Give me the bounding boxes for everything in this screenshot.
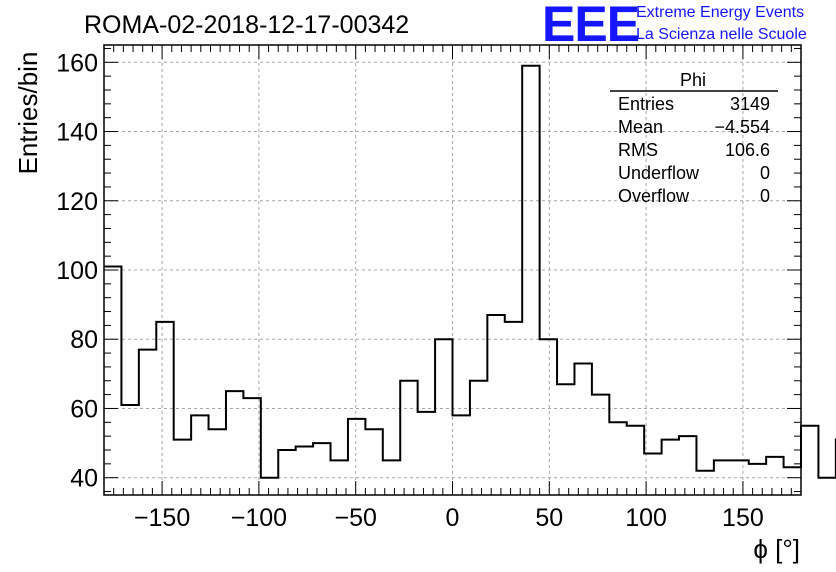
histogram-bin (679, 436, 696, 495)
histogram-bin (453, 415, 470, 495)
histogram-bin (418, 412, 435, 495)
stats-row-label: RMS (618, 140, 658, 160)
x-tick-label: −50 (334, 504, 376, 532)
axis-ticks (104, 45, 801, 495)
x-tick-label: 50 (535, 504, 563, 532)
histogram-bin (435, 339, 452, 495)
stats-row-label: Overflow (618, 186, 690, 206)
y-tick-label: 160 (56, 49, 98, 77)
histogram-bin (139, 350, 156, 495)
histogram-bin (174, 440, 191, 495)
histogram-bars (104, 64, 836, 495)
y-tick-label: 140 (56, 119, 98, 147)
stats-rows: Entries 3149 Mean −4.554 RMS 106.6 Underflow 0 O… (618, 94, 770, 206)
histogram-bin (609, 422, 626, 495)
histogram-bin (818, 478, 835, 495)
histogram-bin (784, 467, 801, 495)
histogram-bin (662, 440, 679, 495)
stats-row-label: Entries (618, 94, 674, 114)
histogram-bin (627, 426, 644, 495)
histogram-bin (226, 391, 243, 495)
eee-logo-line1: Extreme Energy Events (636, 4, 804, 21)
histogram-bin (313, 443, 330, 495)
histogram-bin (296, 447, 313, 495)
y-axis-label: Entries/bin (13, 52, 43, 175)
stats-row-label: Underflow (618, 163, 700, 183)
stats-title: Phi (680, 70, 706, 90)
histogram-bin (557, 384, 574, 495)
x-axis-label: ϕ [°] (753, 534, 800, 564)
stats-row-value: 106.6 (725, 140, 770, 160)
histogram-bin (801, 426, 818, 495)
histogram-bin (365, 429, 382, 495)
histogram-bin (766, 457, 783, 495)
histogram-bin (522, 66, 539, 495)
x-tick-label: 0 (446, 504, 460, 532)
tick-labels: −150 −100 −50 0 50 100 150 40 60 80 100 120 140 160 (56, 49, 763, 532)
x-tick-label: −100 (231, 504, 287, 532)
histogram-bin (644, 453, 661, 495)
y-tick-label: 60 (70, 395, 98, 423)
histogram-bin (348, 419, 365, 495)
histogram-bin (243, 398, 260, 495)
histogram-bin (383, 460, 400, 495)
eee-logo-mark: EEE (542, 0, 639, 52)
histogram-bin (278, 450, 295, 495)
y-tick-label: 80 (70, 326, 98, 354)
histogram-bin (749, 464, 766, 495)
histogram-bin (209, 429, 226, 495)
y-tick-label: 120 (56, 188, 98, 216)
eee-logo-line2: La Scienza nelle Scuole (636, 26, 807, 43)
x-tick-label: −150 (134, 504, 190, 532)
eee-logo: EEE Extreme Energy Events La Scienza nel… (542, 0, 807, 52)
x-tick-label: 150 (722, 504, 764, 532)
histogram-bin (487, 315, 504, 495)
stats-row-value: 0 (760, 186, 770, 206)
histogram-bin (261, 478, 278, 495)
histogram-bin (121, 405, 138, 495)
stats-row-value: 0 (760, 163, 770, 183)
chart-title: ROMA-02-2018-12-17-00342 (84, 11, 409, 39)
stats-box: Phi Entries 3149 Mean −4.554 RMS 106.6 Underfl… (610, 70, 778, 206)
histogram-bin (592, 395, 609, 495)
histogram-bin (191, 415, 208, 495)
histogram-bin (574, 363, 591, 495)
histogram-bin (696, 471, 713, 495)
histogram-bin (400, 381, 417, 495)
y-tick-label: 40 (70, 465, 98, 493)
stats-row-value: −4.554 (714, 117, 770, 137)
histogram-bin (540, 339, 557, 495)
stats-row-label: Mean (618, 117, 663, 137)
histogram-step-line (104, 64, 836, 479)
stats-row-value: 3149 (730, 94, 770, 114)
x-tick-label: 100 (625, 504, 667, 532)
y-tick-label: 100 (56, 257, 98, 285)
